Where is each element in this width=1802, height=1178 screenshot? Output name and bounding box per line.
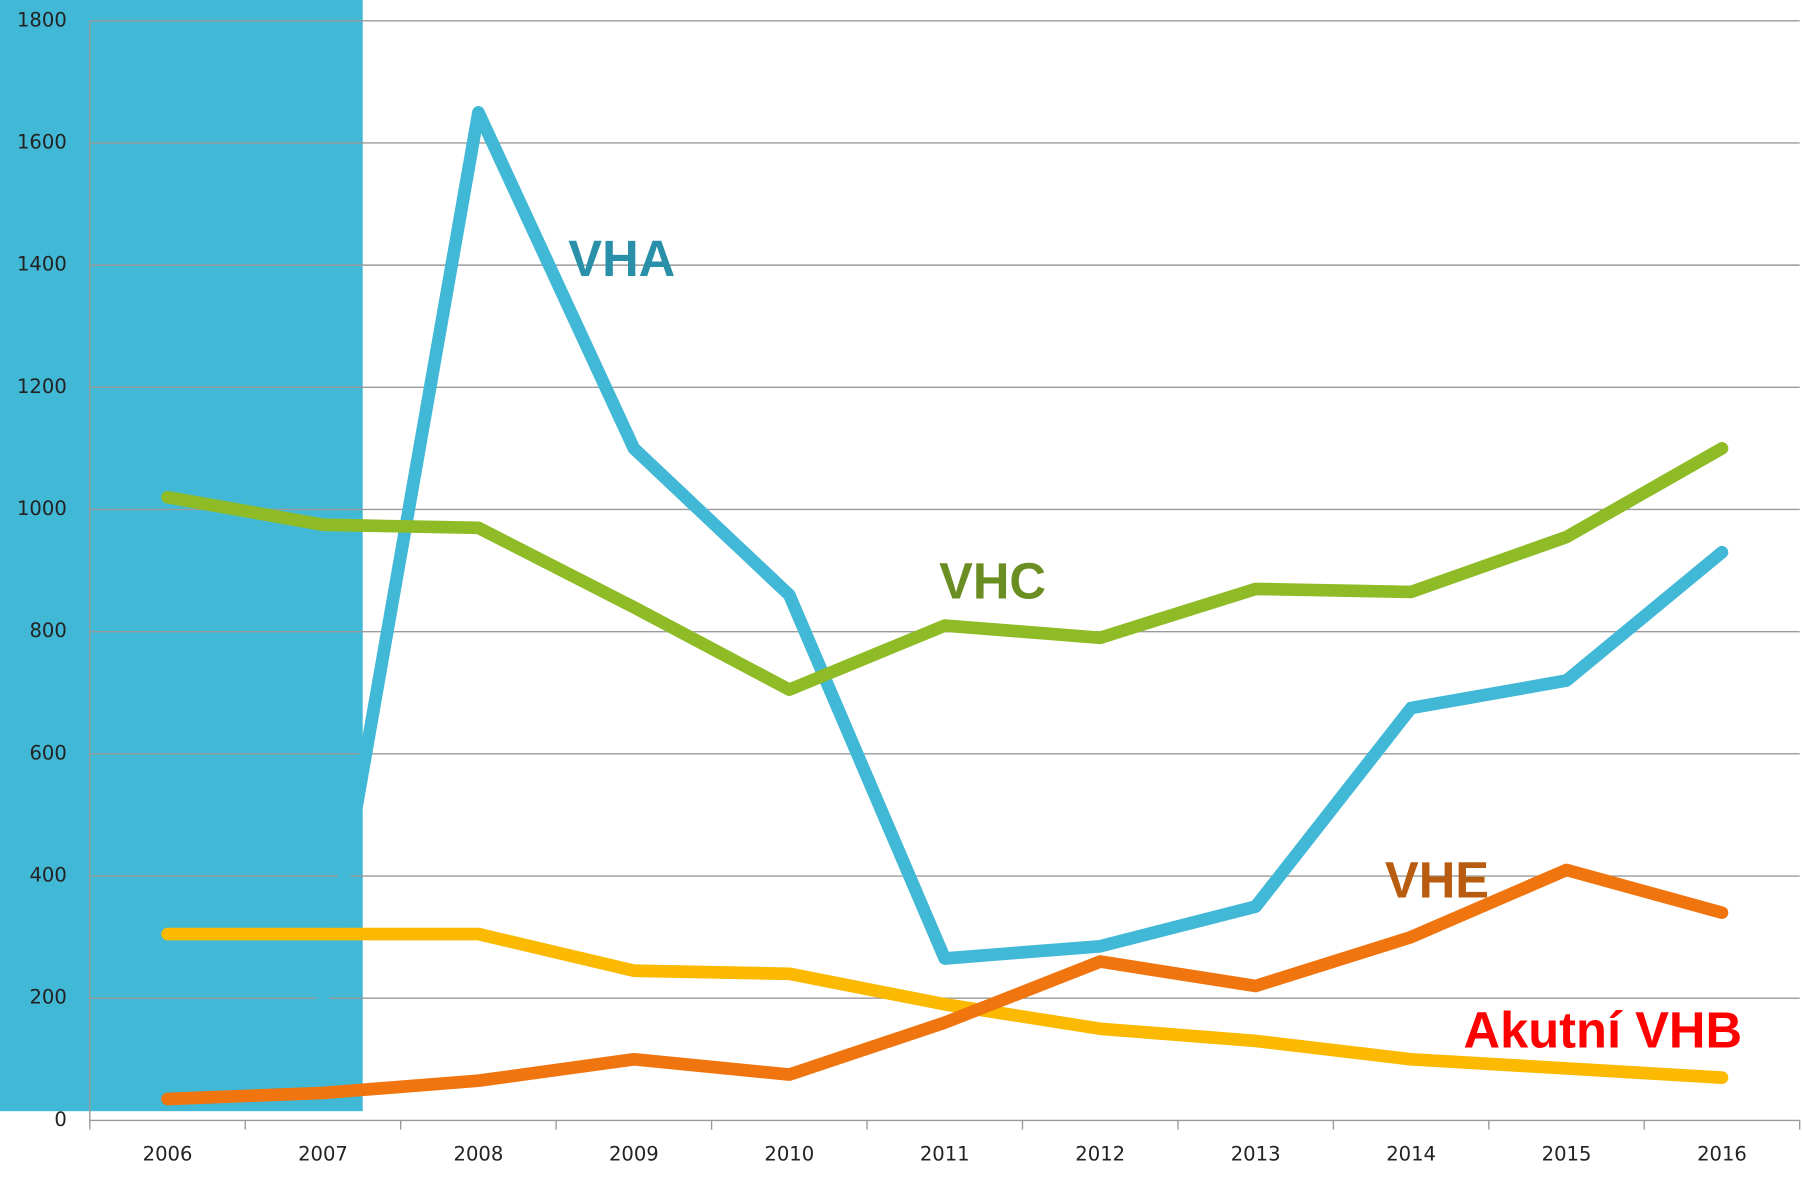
- x-tick-label: 2014: [1386, 1142, 1436, 1165]
- x-tick-label: 2010: [764, 1142, 814, 1165]
- y-tick-label: 200: [29, 986, 66, 1009]
- x-tick-label: 2016: [1697, 1142, 1747, 1165]
- series-line: [161, 442, 1729, 697]
- y-tick-label: 1800: [17, 8, 67, 31]
- y-tick-label: 1000: [17, 497, 67, 520]
- series-annotation: Akutní VHB: [1463, 1001, 1742, 1058]
- highlight-band: [0, 0, 363, 1112]
- x-tick-label: 2011: [920, 1142, 970, 1165]
- series-annotation: VHC: [939, 552, 1046, 609]
- x-tick-label: 2013: [1231, 1142, 1281, 1165]
- x-tick-label: 2006: [143, 1142, 193, 1165]
- series-line: [161, 927, 1729, 1084]
- y-tick-label: 800: [29, 619, 66, 642]
- y-tick-label: 1400: [17, 253, 67, 276]
- series-annotation: VHE: [1385, 852, 1489, 909]
- y-tick-label: 400: [29, 864, 66, 887]
- series-line: [161, 863, 1729, 1106]
- series-line: [316, 106, 1729, 1005]
- x-tick-label: 2007: [298, 1142, 348, 1165]
- x-tick-label: 2008: [454, 1142, 504, 1165]
- y-tick-label: 600: [29, 741, 66, 764]
- series-annotation: VHA: [568, 230, 675, 287]
- y-tick-label: 0: [54, 1108, 66, 1131]
- y-tick-label: 1200: [17, 375, 67, 398]
- x-tick-label: 2009: [609, 1142, 659, 1165]
- x-tick-label: 2015: [1542, 1142, 1592, 1165]
- y-tick-label: 1600: [17, 130, 67, 153]
- x-tick-label: 2012: [1075, 1142, 1125, 1165]
